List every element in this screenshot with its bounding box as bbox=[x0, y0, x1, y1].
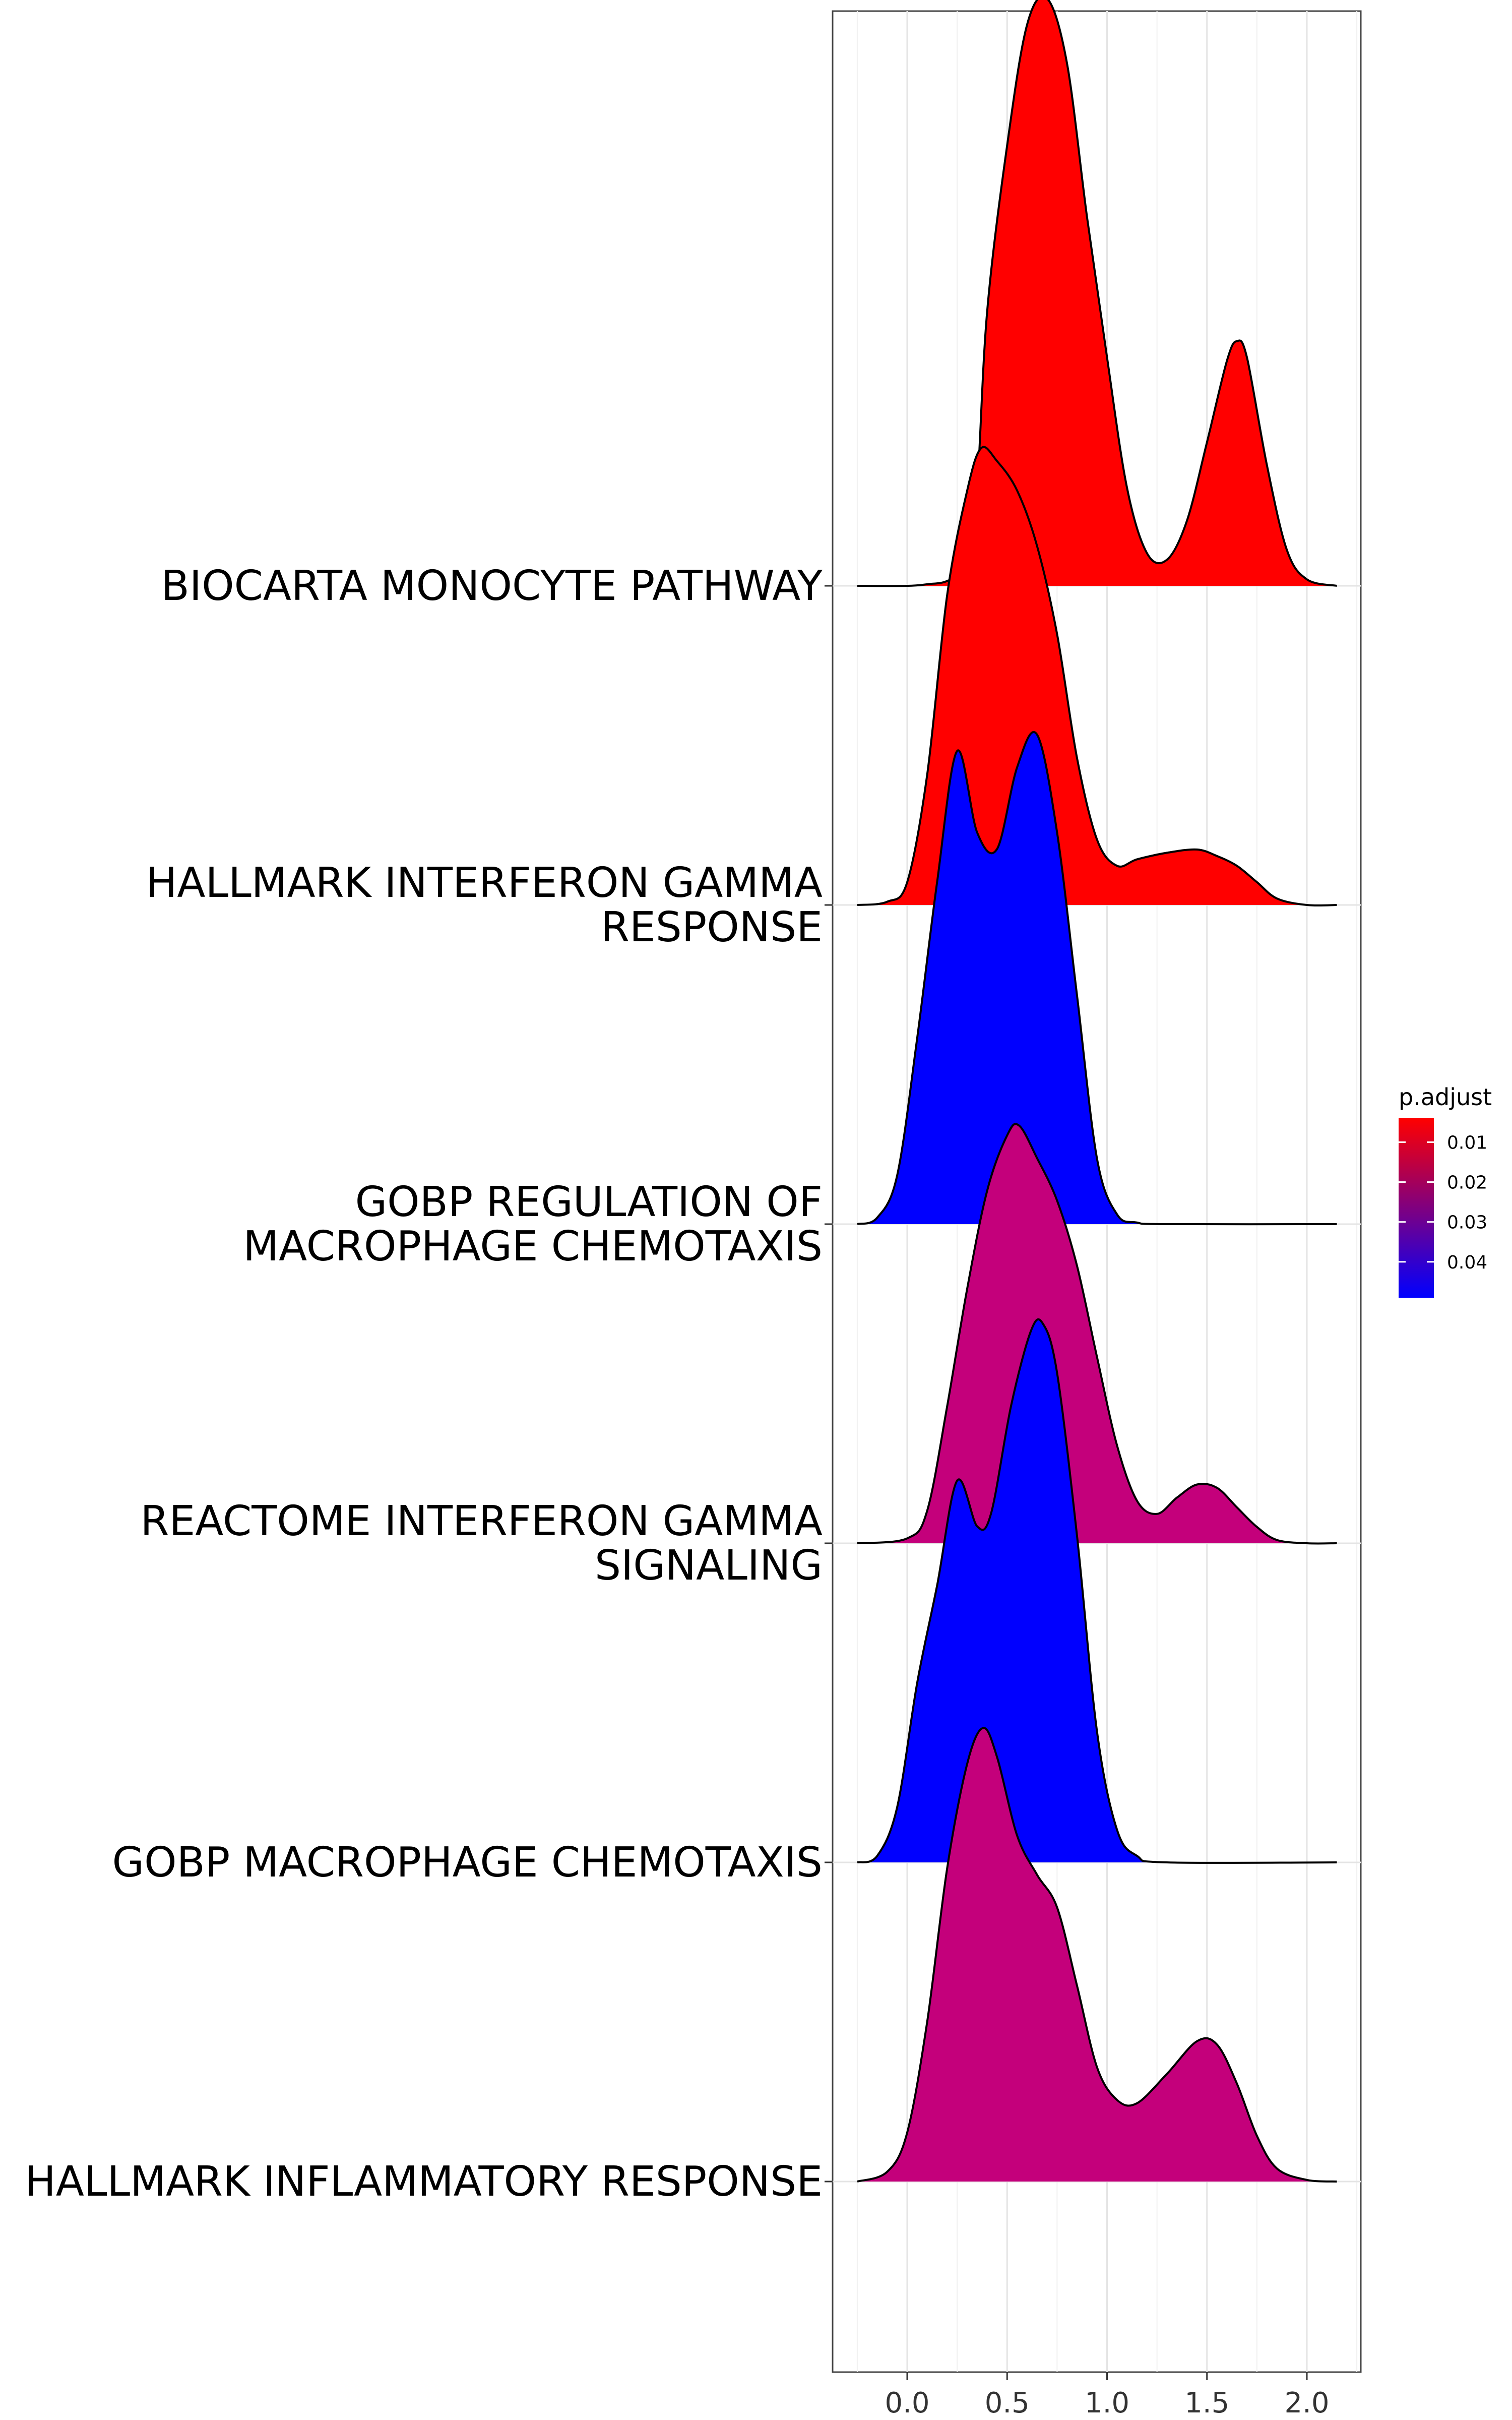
x-tick-label: 0.5 bbox=[985, 2387, 1030, 2419]
y-tick-label: SIGNALING bbox=[595, 1542, 823, 1590]
y-tick-label: BIOCARTA MONOCYTE PATHWAY bbox=[161, 562, 823, 610]
ridges bbox=[857, 0, 1337, 2183]
ridge-area bbox=[857, 1124, 1337, 1544]
x-tick-label: 0.0 bbox=[885, 2387, 929, 2419]
ridge-outline bbox=[857, 1727, 1337, 2183]
legend-title: p.adjust bbox=[1399, 1083, 1492, 1111]
y-tick-label: HALLMARK INTERFERON GAMMA bbox=[146, 859, 823, 907]
legend-colorbar bbox=[1399, 1118, 1434, 1298]
plot-panel bbox=[832, 0, 1362, 2373]
x-axis: 0.0 0.5 1.0 1.5 2.0 bbox=[885, 2372, 1330, 2419]
ridge-outline bbox=[857, 1318, 1337, 1864]
ridge-outline bbox=[857, 446, 1337, 906]
x-tick-label: 1.5 bbox=[1184, 2387, 1229, 2419]
ridge-area bbox=[857, 732, 1337, 1225]
y-axis-labels: BIOCARTA MONOCYTE PATHWAY HALLMARK INTERF… bbox=[25, 562, 833, 2206]
legend-tick-label: 0.04 bbox=[1447, 1252, 1487, 1273]
ridge-area bbox=[857, 1319, 1337, 1863]
legend-ticks: 0.01 0.02 0.03 0.04 bbox=[1399, 1132, 1487, 1273]
legend-tick-label: 0.03 bbox=[1447, 1213, 1487, 1233]
legend: p.adjust 0.01 0.02 0.03 0.04 bbox=[1399, 1083, 1492, 1298]
legend-tick-label: 0.02 bbox=[1447, 1173, 1487, 1193]
y-tick-label: MACROPHAGE CHEMOTAXIS bbox=[243, 1223, 823, 1270]
ridge-outline bbox=[857, 1123, 1337, 1545]
ridge-area bbox=[857, 447, 1337, 905]
ridge-area bbox=[857, 1728, 1337, 2182]
y-tick-label: HALLMARK INFLAMMATORY RESPONSE bbox=[25, 2158, 823, 2206]
y-tick-label: RESPONSE bbox=[601, 903, 823, 951]
y-tick-label: GOBP MACROPHAGE CHEMOTAXIS bbox=[112, 1839, 823, 1887]
ridge-outline bbox=[857, 731, 1337, 1226]
x-tick-label: 1.0 bbox=[1085, 2387, 1129, 2419]
y-tick-label: GOBP REGULATION OF bbox=[355, 1178, 823, 1226]
legend-tick-label: 0.01 bbox=[1447, 1132, 1487, 1153]
y-tick-label: REACTOME INTERFERON GAMMA bbox=[141, 1497, 823, 1545]
x-tick-label: 2.0 bbox=[1284, 2387, 1329, 2419]
